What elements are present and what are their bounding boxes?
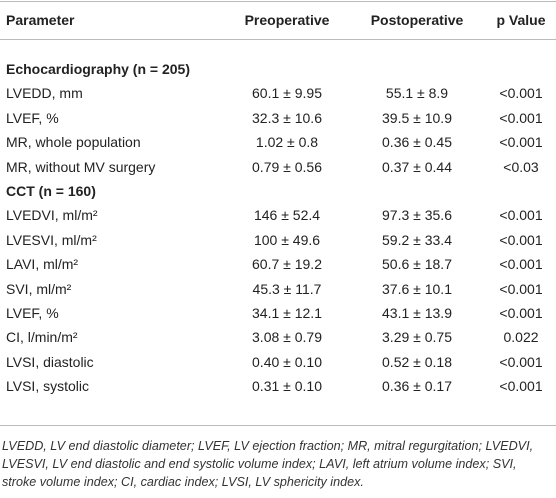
value-cell: <0.001 bbox=[499, 256, 543, 273]
value-cell: 0.79 ± 0.56 bbox=[252, 158, 322, 175]
value-cell: 43.1 ± 13.9 bbox=[382, 305, 452, 321]
value-cell: 50.6 ± 18.7 bbox=[382, 256, 452, 273]
value-cell: 59.2 ± 33.4 bbox=[382, 231, 452, 248]
parameter-cell: LAVI, ml/m² bbox=[6, 256, 79, 273]
header-rule bbox=[0, 39, 556, 40]
value-cell: <0.001 bbox=[499, 85, 543, 102]
parameter-cell: LVSI, diastolic bbox=[6, 353, 94, 370]
parameter-cell: LVEF, % bbox=[6, 109, 59, 126]
value-cell: 0.022 bbox=[503, 329, 539, 346]
section-title: Echocardiography (n = 205) bbox=[6, 61, 190, 77]
value-cell: <0.001 bbox=[499, 207, 543, 224]
parameter-cell: LVEF, % bbox=[6, 305, 59, 321]
header-cell: Parameter bbox=[6, 12, 75, 28]
parameter-cell: LVESVI, ml/m² bbox=[6, 231, 97, 248]
value-cell: 0.36 ± 0.17 bbox=[382, 378, 452, 395]
value-cell: <0.001 bbox=[499, 353, 543, 370]
value-cell: 60.1 ± 9.95 bbox=[252, 85, 322, 102]
parameter-cell: SVI, ml/m² bbox=[6, 280, 72, 297]
value-cell: 100 ± 49.6 bbox=[253, 231, 321, 248]
value-cell: <0.03 bbox=[503, 158, 539, 175]
section-title: CCT (n = 160) bbox=[6, 183, 96, 199]
value-cell: 97.3 ± 35.6 bbox=[382, 207, 452, 224]
value-cell: 60.7 ± 19.2 bbox=[252, 256, 322, 273]
value-cell: 146 ± 52.4 bbox=[253, 207, 321, 224]
value-cell: 0.31 ± 0.10 bbox=[252, 378, 322, 395]
parameter-cell: MR, without MV surgery bbox=[6, 158, 156, 175]
value-cell: <0.001 bbox=[499, 231, 543, 248]
value-cell: 0.37 ± 0.44 bbox=[382, 158, 452, 175]
value-cell: <0.001 bbox=[499, 109, 543, 126]
bottom-rule bbox=[0, 425, 556, 426]
value-cell: 45.3 ± 11.7 bbox=[252, 280, 322, 297]
value-cell: 32.3 ± 10.6 bbox=[252, 109, 322, 126]
top-rule bbox=[0, 1, 556, 2]
value-cell: <0.001 bbox=[499, 134, 543, 151]
parameter-cell: LVSI, systolic bbox=[6, 378, 89, 395]
value-cell: <0.001 bbox=[499, 378, 543, 395]
parameter-cell: MR, whole population bbox=[6, 134, 141, 151]
value-cell: <0.001 bbox=[499, 305, 543, 321]
header-cell: Postoperative bbox=[370, 12, 464, 28]
value-cell: 0.40 ± 0.10 bbox=[252, 353, 322, 370]
value-cell: 39.5 ± 10.9 bbox=[382, 109, 452, 126]
value-cell: <0.001 bbox=[499, 280, 543, 297]
value-cell: 3.08 ± 0.79 bbox=[252, 329, 322, 346]
value-cell: 55.1 ± 8.9 bbox=[385, 85, 449, 102]
value-cell: 0.52 ± 0.18 bbox=[382, 353, 452, 370]
footnote: LVEDD, LV end diastolic diameter; LVEF, … bbox=[2, 439, 534, 489]
value-cell: 0.36 ± 0.45 bbox=[382, 134, 452, 151]
value-cell: 34.1 ± 12.1 bbox=[252, 305, 322, 321]
header-cell: p Value bbox=[496, 12, 546, 28]
value-cell: 37.6 ± 10.1 bbox=[382, 280, 452, 297]
value-cell: 1.02 ± 0.8 bbox=[255, 134, 319, 151]
parameter-cell: LVEDVI, ml/m² bbox=[6, 207, 98, 224]
parameter-cell: CI, l/min/m² bbox=[6, 329, 78, 346]
value-cell: 3.29 ± 0.75 bbox=[382, 329, 452, 346]
parameter-cell: LVEDD, mm bbox=[6, 85, 83, 102]
header-cell: Preoperative bbox=[244, 12, 330, 28]
